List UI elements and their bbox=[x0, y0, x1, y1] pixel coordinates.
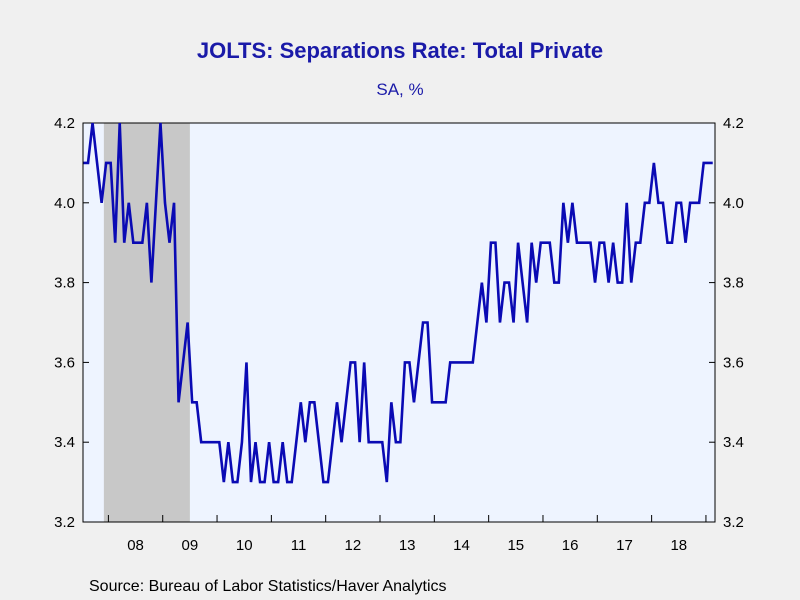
x-tick-label: 18 bbox=[670, 537, 687, 554]
y-tick-label-left: 3.2 bbox=[54, 514, 75, 531]
x-tick-label: 15 bbox=[507, 537, 524, 554]
y-tick-label-left: 3.4 bbox=[54, 434, 75, 451]
chart-title: JOLTS: Separations Rate: Total Private bbox=[196, 38, 604, 63]
y-tick-label-right: 3.2 bbox=[723, 514, 744, 531]
y-tick-label-left: 3.6 bbox=[54, 354, 75, 371]
y-tick-label-right: 3.4 bbox=[723, 434, 744, 451]
chart-subtitle: SA, % bbox=[376, 80, 424, 99]
y-tick-label-left: 4.0 bbox=[54, 195, 75, 212]
y-tick-label-right: 4.2 bbox=[723, 115, 744, 132]
y-tick-label-left: 4.2 bbox=[54, 115, 75, 132]
y-tick-label-right: 3.6 bbox=[723, 354, 744, 371]
x-tick-label: 13 bbox=[399, 537, 416, 554]
y-tick-label-left: 3.8 bbox=[54, 275, 75, 292]
x-tick-label: 12 bbox=[345, 537, 362, 554]
x-tick-label: 14 bbox=[453, 537, 470, 554]
source-note: Source: Bureau of Labor Statistics/Haver… bbox=[89, 578, 447, 595]
series-line bbox=[83, 122, 713, 484]
x-tick-label: 17 bbox=[616, 537, 633, 554]
x-tick-label: 11 bbox=[291, 537, 307, 554]
x-tick-label: 09 bbox=[182, 537, 199, 554]
x-tick-label: 08 bbox=[127, 537, 144, 554]
y-tick-label-right: 3.8 bbox=[723, 275, 744, 292]
x-tick-label: 16 bbox=[562, 537, 579, 554]
y-tick-label-right: 4.0 bbox=[723, 195, 744, 212]
plot-border bbox=[82, 122, 716, 523]
x-tick-label: 10 bbox=[236, 537, 253, 554]
